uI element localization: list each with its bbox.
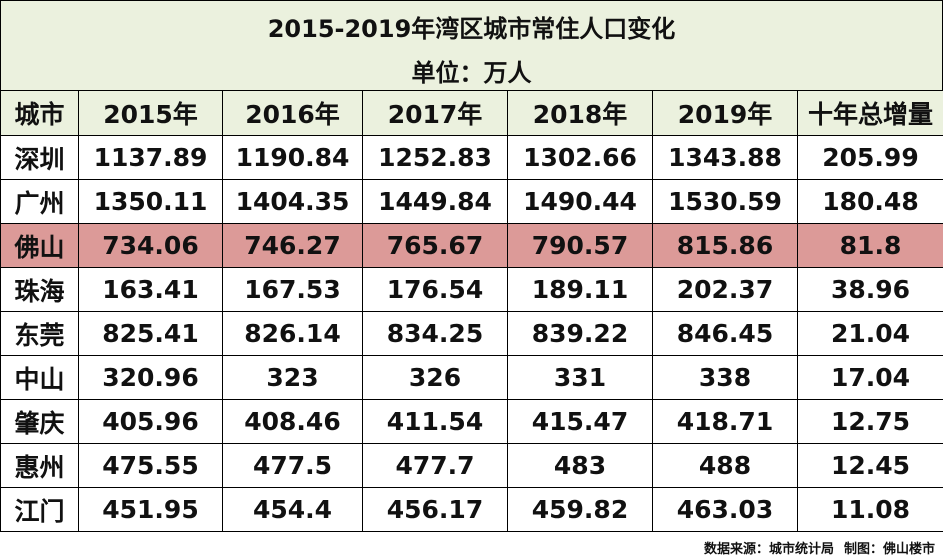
value-cell: 1137.89 xyxy=(78,135,223,180)
value-cell: 1343.88 xyxy=(652,135,798,180)
value-cell: 475.55 xyxy=(78,443,223,488)
title: 2015-2019年湾区城市常住人口变化 xyxy=(267,15,676,43)
table-row: 深圳 1137.89 1190.84 1252.83 1302.66 1343.88 205… xyxy=(0,135,943,180)
value-cell: 454.4 xyxy=(222,487,363,532)
value-cell: 839.22 xyxy=(507,311,653,356)
value-cell: 205.99 xyxy=(797,135,943,180)
table-row: 东莞 825.41 826.14 834.25 839.22 846.45 21.04 xyxy=(0,311,943,356)
value-cell: 765.67 xyxy=(362,223,508,268)
value-cell: 1404.35 xyxy=(222,179,363,224)
city-cell: 江门 xyxy=(0,487,79,532)
city-cell: 佛山 xyxy=(0,223,79,268)
value-cell: 167.53 xyxy=(222,267,363,312)
value-cell: 488 xyxy=(652,443,798,488)
value-cell: 411.54 xyxy=(362,399,508,444)
city-cell: 深圳 xyxy=(0,135,79,180)
value-cell: 463.03 xyxy=(652,487,798,532)
value-cell: 1530.59 xyxy=(652,179,798,224)
table-row: 广州 1350.11 1404.35 1449.84 1490.44 1530.59 180… xyxy=(0,179,943,224)
value-cell: 456.17 xyxy=(362,487,508,532)
value-cell: 477.7 xyxy=(362,443,508,488)
value-cell: 408.46 xyxy=(222,399,363,444)
value-cell: 459.82 xyxy=(507,487,653,532)
header-row: 城市 2015年 2016年 2017年 2018年 2019年 十年总增量 xyxy=(0,90,943,136)
value-cell: 338 xyxy=(652,355,798,400)
table-row: 中山 320.96 323 326 331 338 17.04 xyxy=(0,355,943,400)
value-cell: 81.8 xyxy=(797,223,943,268)
value-cell: 21.04 xyxy=(797,311,943,356)
unit: 单位：万人 xyxy=(411,59,532,87)
value-cell: 825.41 xyxy=(78,311,223,356)
value-cell: 1190.84 xyxy=(222,135,363,180)
value-cell: 405.96 xyxy=(78,399,223,444)
table-row: 肇庆 405.96 408.46 411.54 415.47 418.71 12.75 xyxy=(0,399,943,444)
column-header: 城市 xyxy=(0,90,79,136)
value-cell: 189.11 xyxy=(507,267,653,312)
value-cell: 1449.84 xyxy=(362,179,508,224)
source: 数据来源：城市统计局 xyxy=(703,542,834,557)
value-cell: 415.47 xyxy=(507,399,653,444)
value-cell: 826.14 xyxy=(222,311,363,356)
city-cell: 中山 xyxy=(0,355,79,400)
value-cell: 734.06 xyxy=(78,223,223,268)
footer: 数据来源：城市统计局 制图：佛山楼市 xyxy=(694,538,935,557)
city-cell: 肇庆 xyxy=(0,399,79,444)
value-cell: 815.86 xyxy=(652,223,798,268)
value-cell: 834.25 xyxy=(362,311,508,356)
value-cell: 17.04 xyxy=(797,355,943,400)
value-cell: 331 xyxy=(507,355,653,400)
table-row: 珠海 163.41 167.53 176.54 189.11 202.37 38.96 xyxy=(0,267,943,312)
value-cell: 483 xyxy=(507,443,653,488)
value-cell: 320.96 xyxy=(78,355,223,400)
value-cell: 163.41 xyxy=(78,267,223,312)
city-cell: 惠州 xyxy=(0,443,79,488)
column-header: 2017年 xyxy=(362,90,508,136)
value-cell: 12.75 xyxy=(797,399,943,444)
column-header: 2019年 xyxy=(652,90,798,136)
value-cell: 790.57 xyxy=(507,223,653,268)
column-header: 十年总增量 xyxy=(797,90,943,136)
author: 制图：佛山楼市 xyxy=(843,542,935,557)
value-cell: 180.48 xyxy=(797,179,943,224)
title-box: 2015-2019年湾区城市常住人口变化 单位：万人 xyxy=(0,0,943,90)
value-cell: 326 xyxy=(362,355,508,400)
city-cell: 东莞 xyxy=(0,311,79,356)
table-row: 江门 451.95 454.4 456.17 459.82 463.03 11.08 xyxy=(0,487,943,532)
value-cell: 477.5 xyxy=(222,443,363,488)
value-cell: 846.45 xyxy=(652,311,798,356)
value-cell: 12.45 xyxy=(797,443,943,488)
city-cell: 广州 xyxy=(0,179,79,224)
value-cell: 418.71 xyxy=(652,399,798,444)
city-cell: 珠海 xyxy=(0,267,79,312)
value-cell: 176.54 xyxy=(362,267,508,312)
value-cell: 746.27 xyxy=(222,223,363,268)
value-cell: 202.37 xyxy=(652,267,798,312)
value-cell: 1302.66 xyxy=(507,135,653,180)
column-header: 2018年 xyxy=(507,90,653,136)
value-cell: 451.95 xyxy=(78,487,223,532)
data-table: 城市 2015年 2016年 2017年 2018年 2019年 十年总增量 深圳 1137.8… xyxy=(0,90,943,532)
table-row: 惠州 475.55 477.5 477.7 483 488 12.45 xyxy=(0,443,943,488)
column-header: 2015年 xyxy=(78,90,223,136)
value-cell: 323 xyxy=(222,355,363,400)
value-cell: 1252.83 xyxy=(362,135,508,180)
column-header: 2016年 xyxy=(222,90,363,136)
value-cell: 38.96 xyxy=(797,267,943,312)
value-cell: 1350.11 xyxy=(78,179,223,224)
table-row: 佛山 734.06 746.27 765.67 790.57 815.86 81.8 xyxy=(0,223,943,268)
value-cell: 1490.44 xyxy=(507,179,653,224)
value-cell: 11.08 xyxy=(797,487,943,532)
